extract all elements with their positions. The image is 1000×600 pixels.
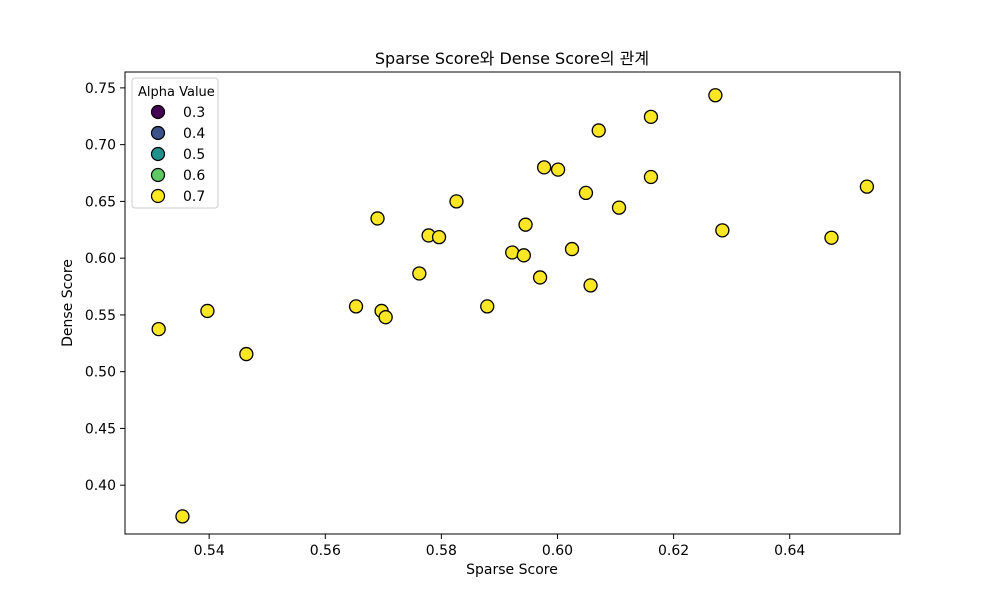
legend-label: 0.6 xyxy=(183,168,205,184)
scatter-point xyxy=(564,241,580,257)
scatter-point xyxy=(550,162,566,177)
scatter-point xyxy=(824,230,839,245)
x-axis: 0.54 0.56 0.58 0.60 0.62 0.64 xyxy=(194,534,805,559)
scatter-point xyxy=(578,185,594,201)
y-tick-label: 0.45 xyxy=(85,421,116,437)
scatter-point xyxy=(449,194,464,209)
x-tick-label: 0.58 xyxy=(426,543,457,559)
scatter-point xyxy=(583,278,598,293)
y-tick-label: 0.55 xyxy=(85,308,116,324)
y-axis: 0.40 0.45 0.50 0.55 0.60 0.65 0.70 0.75 xyxy=(85,81,125,494)
x-tick-label: 0.54 xyxy=(194,543,225,559)
scatter-point xyxy=(370,211,385,226)
scatter-point xyxy=(532,270,548,285)
scatter-point xyxy=(516,248,531,263)
x-tick-label: 0.62 xyxy=(658,543,689,559)
scatter-point xyxy=(480,299,495,314)
legend-marker xyxy=(150,125,166,141)
plot-area xyxy=(151,88,875,524)
y-axis-title: Dense Score xyxy=(60,259,76,347)
scatter-point xyxy=(859,179,875,194)
legend-marker xyxy=(150,188,166,204)
legend-label: 0.3 xyxy=(183,105,205,121)
x-tick-label: 0.60 xyxy=(542,543,573,559)
legend-entries: 0.3 0.4 0.5 0.6 0.7 xyxy=(150,104,205,205)
legend-marker xyxy=(150,146,166,162)
x-axis-title: Sparse Score xyxy=(466,562,558,578)
plot-frame xyxy=(124,71,901,535)
scatter-point xyxy=(591,123,606,138)
scatter-point xyxy=(348,299,364,314)
scatter-point xyxy=(175,509,190,524)
scatter-point xyxy=(518,217,533,232)
x-tick-label: 0.56 xyxy=(310,543,341,559)
y-tick-label: 0.50 xyxy=(85,365,116,381)
y-tick-label: 0.70 xyxy=(85,138,116,154)
y-tick-label: 0.65 xyxy=(85,194,116,210)
legend-label: 0.5 xyxy=(183,147,205,163)
y-tick-label: 0.75 xyxy=(85,81,116,97)
scatter-point xyxy=(412,266,427,281)
legend-label: 0.7 xyxy=(183,189,205,205)
y-tick-label: 0.60 xyxy=(85,251,116,267)
scatter-point xyxy=(643,169,659,185)
x-tick-label: 0.64 xyxy=(774,543,805,559)
chart-title: Sparse Score와 Dense Score의 관계 xyxy=(375,49,649,68)
scatter-point xyxy=(505,245,520,260)
legend-title: Alpha Value xyxy=(138,85,215,100)
scatter-point xyxy=(151,321,166,337)
scatter-point xyxy=(536,160,552,175)
legend-marker xyxy=(150,167,166,183)
scatter-point xyxy=(715,223,730,238)
scatter-point xyxy=(378,310,393,325)
scatter-point xyxy=(239,346,254,362)
scatter-point xyxy=(611,200,627,215)
scatter-point xyxy=(708,88,723,103)
scatter-point xyxy=(643,109,659,124)
legend-label: 0.4 xyxy=(183,126,205,142)
scatter-point xyxy=(200,303,215,319)
scatter-point xyxy=(431,230,447,245)
legend: Alpha Value 0.3 0.4 0.5 0.6 0.7 xyxy=(131,77,219,209)
legend-marker xyxy=(150,104,166,120)
y-tick-label: 0.40 xyxy=(85,478,116,494)
